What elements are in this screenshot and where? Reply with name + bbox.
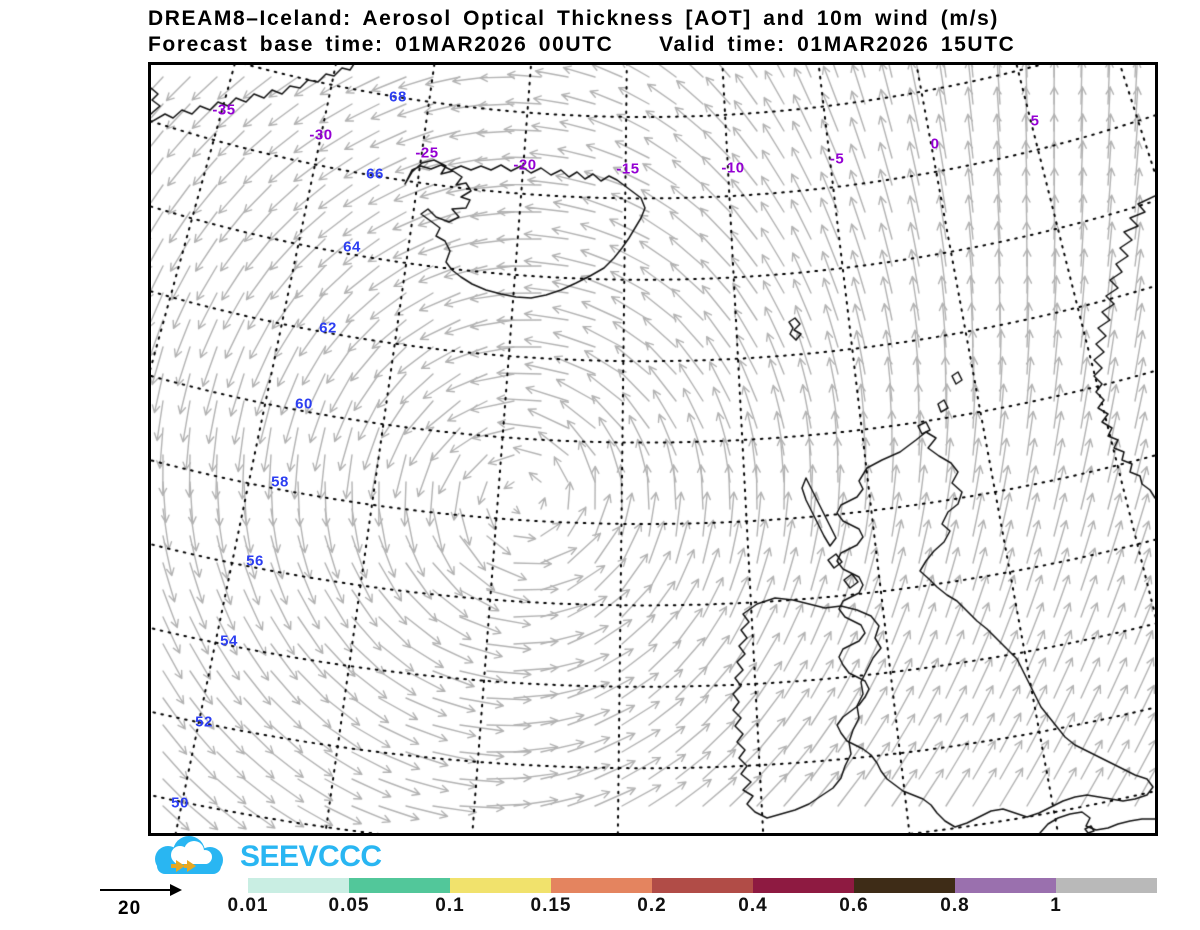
latitude-label: 56 xyxy=(246,552,264,570)
legend-segment xyxy=(349,878,450,893)
map-canvas xyxy=(151,65,1155,833)
legend-label: 0.05 xyxy=(328,895,370,916)
legend-label: 0.1 xyxy=(435,895,465,916)
latitude-label: 60 xyxy=(295,395,313,413)
map-title: DREAM8–Iceland: Aerosol Optical Thicknes… xyxy=(148,7,999,30)
wind-reference: 20 xyxy=(100,882,220,927)
legend-segment xyxy=(551,878,652,893)
title-block: DREAM8–Iceland: Aerosol Optical Thicknes… xyxy=(148,6,1198,58)
longitude-label: -15 xyxy=(616,160,640,178)
wind-reference-arrowhead xyxy=(170,884,182,896)
aot-colorbar-labels: 0.01 0.05 0.1 0.15 0.2 0.4 0.6 0.8 1 xyxy=(228,895,1168,919)
longitude-label: 5 xyxy=(1030,112,1040,130)
weather-map: 68 66 64 62 60 58 56 54 52 50 -35 -30 -25 -20 -15 -10 -5… xyxy=(148,62,1158,836)
forecast-times: Forecast base time: 01MAR2026 00UTC Vali… xyxy=(148,33,1016,56)
latitude-label: 64 xyxy=(343,238,361,256)
wind-reference-label: 20 xyxy=(118,898,142,919)
latitude-label: 50 xyxy=(171,794,189,812)
latitude-label: 66 xyxy=(366,165,384,183)
legend-segment xyxy=(652,878,753,893)
legend-label: 0.01 xyxy=(227,895,269,916)
longitude-label: -25 xyxy=(415,144,439,162)
longitude-label: -35 xyxy=(212,101,236,119)
legend-segment xyxy=(854,878,955,893)
legend-segment xyxy=(450,878,551,893)
latitude-label: 58 xyxy=(271,473,289,491)
wind-reference-arrow xyxy=(100,889,172,891)
longitude-label: -20 xyxy=(513,156,537,174)
longitude-label: -5 xyxy=(829,150,845,168)
legend-segment xyxy=(753,878,854,893)
legend-label: 0.8 xyxy=(940,895,970,916)
cloud-icon xyxy=(155,836,223,874)
legend-label: 0.15 xyxy=(530,895,572,916)
latitude-label: 52 xyxy=(195,713,213,731)
latitude-label: 54 xyxy=(220,632,238,650)
legend-label: 1 xyxy=(1050,895,1062,916)
latitude-label: 68 xyxy=(389,88,407,106)
legend-segment xyxy=(1056,878,1157,893)
longitude-label: 0 xyxy=(930,135,940,153)
latitude-label: 62 xyxy=(319,319,337,337)
logo-text: SEEVCCC xyxy=(240,840,382,873)
legend-label: 0.6 xyxy=(839,895,869,916)
legend-segment xyxy=(248,878,349,893)
legend-label: 0.4 xyxy=(738,895,768,916)
longitude-label: -10 xyxy=(721,159,745,177)
legend-label: 0.2 xyxy=(637,895,667,916)
seevccc-logo: SEEVCCC xyxy=(146,836,382,878)
longitude-label: -30 xyxy=(309,126,333,144)
legend-segment xyxy=(955,878,1056,893)
aot-colorbar xyxy=(248,878,1157,893)
